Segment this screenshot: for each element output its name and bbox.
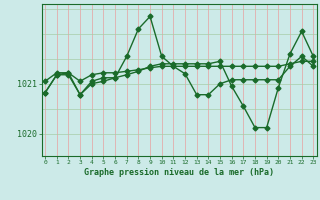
X-axis label: Graphe pression niveau de la mer (hPa): Graphe pression niveau de la mer (hPa) — [84, 168, 274, 177]
